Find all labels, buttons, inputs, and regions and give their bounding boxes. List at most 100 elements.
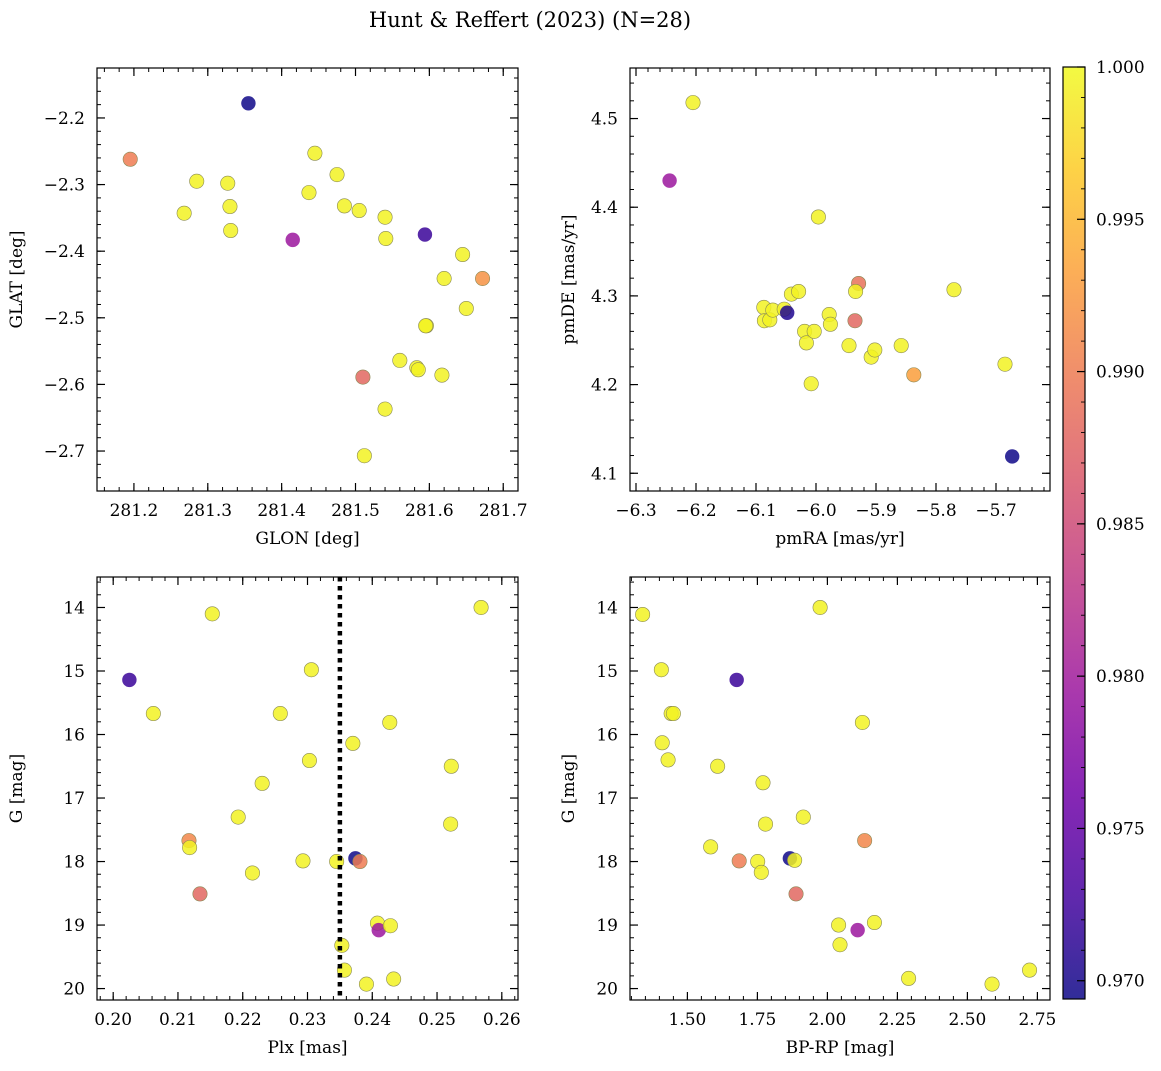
data-point <box>417 227 433 242</box>
data-point <box>1005 449 1020 464</box>
data-point <box>443 816 459 832</box>
colorbar-tick-label: 0.970 <box>1096 972 1145 992</box>
data-point <box>788 886 804 902</box>
data-point <box>662 173 677 188</box>
y-tick-label: 20 <box>63 980 85 1000</box>
y-tick-label: 15 <box>63 662 85 682</box>
axes-frame <box>629 576 1051 1001</box>
data-point <box>832 937 848 953</box>
colorbar-tick-label: 0.980 <box>1096 667 1145 687</box>
data-point <box>241 96 256 111</box>
data-point <box>906 367 922 383</box>
data-point <box>303 662 319 678</box>
data-point <box>710 758 726 774</box>
data-point <box>223 223 239 239</box>
data-point <box>803 376 819 392</box>
data-point <box>122 151 138 167</box>
data-point <box>854 714 870 730</box>
x-tick-label: 281.3 <box>183 501 232 521</box>
y-tick-label: −2.5 <box>44 309 85 329</box>
data-point <box>192 886 208 902</box>
scatter-points <box>635 599 1038 992</box>
x-axis-label: pmRA [mas/yr] <box>775 529 904 549</box>
y-tick-label: 4.4 <box>591 198 618 218</box>
x-tick-label: 0.20 <box>94 1010 132 1030</box>
data-point <box>285 232 300 248</box>
data-point <box>798 335 814 351</box>
data-point <box>371 922 386 938</box>
data-point <box>660 752 676 768</box>
y-tick-label: 4.5 <box>591 110 618 130</box>
x-tick-label: 0.22 <box>224 1010 262 1030</box>
data-point <box>984 976 1000 992</box>
x-tick-label: 0.24 <box>353 1010 391 1030</box>
data-point <box>358 976 374 992</box>
data-point <box>847 313 863 329</box>
colorbar-tick-label: 0.995 <box>1096 210 1145 230</box>
scatter-points <box>662 95 1020 464</box>
data-point <box>295 853 311 869</box>
data-point <box>189 173 205 189</box>
data-point <box>841 338 857 354</box>
y-axis-label: G [mag] <box>559 754 579 823</box>
y-tick-label: 17 <box>596 789 618 809</box>
x-tick-label: 2.75 <box>1018 1010 1056 1030</box>
data-point <box>1022 962 1038 978</box>
data-point <box>434 367 450 383</box>
y-tick-label: 18 <box>596 853 618 873</box>
x-axis-label: GLON [deg] <box>255 529 359 549</box>
data-point <box>780 305 795 320</box>
data-point <box>812 599 828 615</box>
data-point <box>182 840 198 856</box>
data-point <box>244 865 260 881</box>
data-point <box>901 970 917 986</box>
panel-pmra-pmde: −6.3 −6.2 −6.1 −6.0 −5.9 −5.8 −5.7 4.1 4.2 4.3 4.4… <box>559 67 1051 549</box>
data-point <box>795 809 811 825</box>
x-tick-label: 0.25 <box>418 1010 456 1030</box>
data-point <box>329 167 345 183</box>
x-tick-label: 2.25 <box>878 1010 916 1030</box>
x-tick-label: −5.8 <box>915 501 956 521</box>
y-tick-label: 18 <box>63 853 85 873</box>
y-tick-label: 16 <box>63 726 85 746</box>
data-point <box>436 271 452 287</box>
data-point <box>355 369 371 385</box>
axes-frame <box>96 67 519 492</box>
x-tick-label: 0.26 <box>483 1010 521 1030</box>
x-tick-label: 281.4 <box>257 501 306 521</box>
data-point <box>866 915 882 931</box>
data-point <box>301 753 317 769</box>
x-tick-label: 281.6 <box>405 501 454 521</box>
axes-frame <box>629 67 1051 492</box>
data-point <box>997 356 1013 372</box>
data-point <box>378 231 394 247</box>
data-point <box>653 662 669 678</box>
data-point <box>475 271 491 287</box>
y-axis-label: G [mag] <box>7 754 27 823</box>
data-point <box>176 205 192 221</box>
data-point <box>351 203 367 219</box>
colorbar-gradient <box>1063 67 1085 999</box>
data-point <box>893 338 909 354</box>
y-tick-label: 19 <box>63 916 85 936</box>
x-tick-label: 2.00 <box>808 1010 846 1030</box>
data-point <box>254 775 270 791</box>
y-tick-label: 15 <box>596 662 618 682</box>
y-axis-label: GLAT [deg] <box>7 230 27 328</box>
y-tick-label: 19 <box>596 916 618 936</box>
data-point <box>685 95 701 111</box>
data-point <box>443 758 459 774</box>
y-tick-label: −2.7 <box>44 442 85 462</box>
data-point <box>145 706 161 722</box>
data-point <box>806 323 822 339</box>
scatter-points <box>122 599 489 992</box>
colorbar-tick-label: 0.985 <box>1096 515 1145 535</box>
data-point <box>635 606 651 622</box>
y-tick-label: 20 <box>596 980 618 1000</box>
data-point <box>222 199 238 215</box>
data-point <box>220 175 236 191</box>
x-tick-label: 281.7 <box>479 501 528 521</box>
data-point <box>787 852 803 868</box>
